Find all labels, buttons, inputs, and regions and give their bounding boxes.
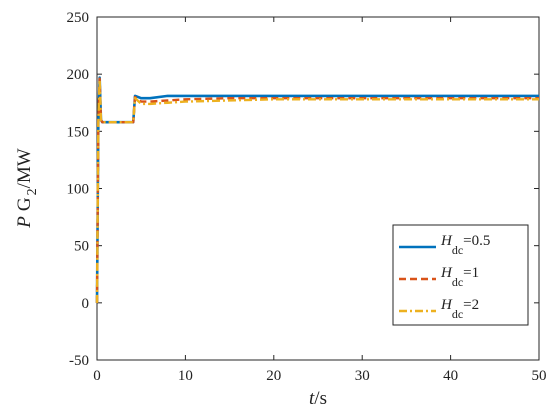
legend-box	[392, 224, 529, 326]
x-tick-label: 10	[178, 368, 193, 384]
y-tick-label: 200	[67, 67, 90, 83]
y-axis-label-main: P	[14, 216, 35, 229]
legend-label-3: Hdc=2	[440, 297, 479, 321]
legend: Hdc=0.5 Hdc=1 Hdc=2	[392, 224, 529, 326]
y-axis-label-unit: /MW	[14, 148, 35, 188]
series-group	[95, 76, 539, 303]
x-tick-label: 40	[443, 368, 458, 384]
x-tick-label: 20	[266, 368, 281, 384]
x-tick-label: 50	[532, 368, 547, 384]
y-axis-label-g: G	[14, 197, 35, 211]
y-tick-label: 150	[67, 124, 90, 140]
y-axis-label-sub: 2	[25, 188, 40, 195]
y-tick-label: 0	[82, 296, 90, 312]
x-tick-label: 0	[93, 368, 101, 384]
legend-items: Hdc=0.5 Hdc=1 Hdc=2	[399, 233, 490, 321]
y-tick-label: 100	[67, 182, 90, 198]
legend-label-1: Hdc=0.5	[440, 233, 490, 257]
legend-label-2: Hdc=1	[440, 265, 479, 289]
y-tick-label: 250	[67, 10, 90, 26]
y-axis-label: PG 2/MW	[14, 148, 40, 229]
x-axis-label-var: t	[309, 388, 315, 409]
series-line-3	[95, 78, 539, 303]
x-axis-label-unit: /s	[314, 388, 327, 409]
y-tick-label: 50	[74, 239, 89, 255]
x-axis-label: t/s	[309, 388, 327, 409]
y-tick-label: -50	[69, 353, 89, 369]
x-tick-label: 30	[355, 368, 370, 384]
